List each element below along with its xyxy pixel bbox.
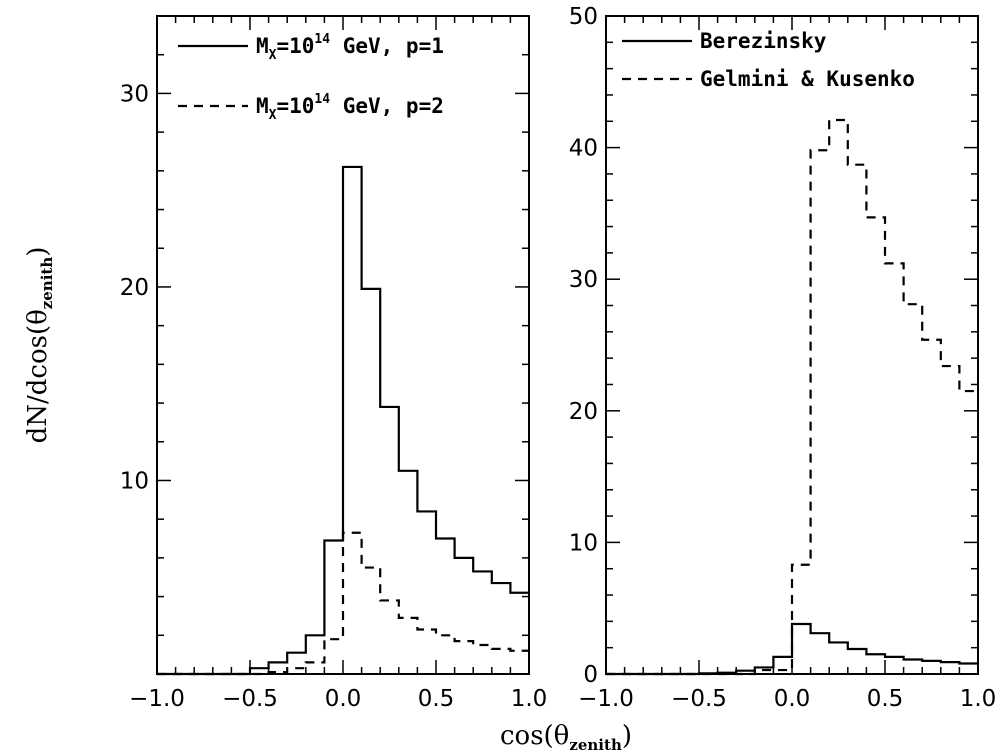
y-axis-title: dN/dcos(θzenith) <box>23 247 56 444</box>
x-tick-label: 0.0 <box>774 686 811 712</box>
plot-frame-2 <box>605 15 979 675</box>
series-line-2-1 <box>606 622 978 676</box>
x-tick-label: 1.0 <box>960 686 997 712</box>
y-tick-label: 40 <box>569 136 598 162</box>
y-tick-label: 30 <box>569 267 598 293</box>
left-panel: −1.0 −0.5 0.0 0.5 1.0 10 20 30 MX=1014 GeV, p=1 M… <box>120 15 548 712</box>
x-tick-label: 0.5 <box>867 686 904 712</box>
series-line-1-1 <box>157 165 529 676</box>
x-tick-label: 1.0 <box>511 686 548 712</box>
x-tick-label: 0.0 <box>325 686 362 712</box>
legend-entry: MX=1014 GeV, p=2 <box>256 92 444 123</box>
y-tick-label: 30 <box>120 81 149 107</box>
x-axis-title: cos(θzenith) <box>500 721 632 754</box>
y-tick-label: 10 <box>569 530 598 556</box>
x-tick-label: 0.5 <box>418 686 455 712</box>
y-tick-label: 10 <box>120 468 149 494</box>
x-tick-label: −0.5 <box>222 686 278 712</box>
legend-entry: Gelmini & Kusenko <box>700 67 915 91</box>
series-line-1-2 <box>157 531 529 676</box>
series-line-2-2 <box>606 118 978 676</box>
legend-entry: Berezinsky <box>700 29 827 53</box>
x-tick-label: −1.0 <box>578 686 634 712</box>
y-tick-label: 50 <box>569 4 598 30</box>
y-tick-label: 20 <box>120 275 149 301</box>
y-tick-label: 0 <box>583 662 598 688</box>
x-tick-label: −1.0 <box>129 686 185 712</box>
right-panel: −1.0 −0.5 0.0 0.5 1.0 0 10 20 30 40 50 Berezinsky Ge… <box>569 4 997 712</box>
y-tick-label: 20 <box>569 399 598 425</box>
x-tick-label: −0.5 <box>671 686 727 712</box>
legend-entry: MX=1014 GeV, p=1 <box>256 32 444 63</box>
